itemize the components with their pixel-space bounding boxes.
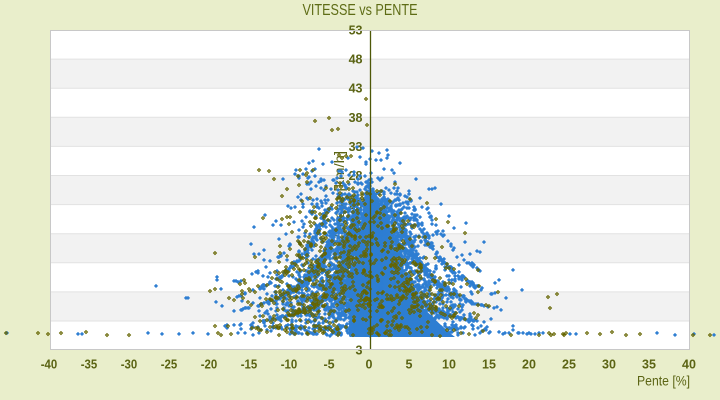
svg-text:0: 0 xyxy=(366,357,373,371)
svg-text:43: 43 xyxy=(349,82,363,96)
svg-text:VITESSE vs PENTE: VITESSE vs PENTE xyxy=(303,2,418,19)
svg-text:3: 3 xyxy=(356,344,363,358)
svg-text:Pente [%]: Pente [%] xyxy=(637,374,690,389)
svg-text:25: 25 xyxy=(562,357,576,371)
svg-text:-40: -40 xyxy=(41,357,58,371)
svg-text:30: 30 xyxy=(602,357,616,371)
svg-text:-5: -5 xyxy=(323,357,334,371)
svg-text:-25: -25 xyxy=(161,357,178,371)
svg-text:5: 5 xyxy=(406,357,413,371)
svg-text:20: 20 xyxy=(522,357,536,371)
svg-text:15: 15 xyxy=(482,357,496,371)
svg-text:38: 38 xyxy=(349,111,363,125)
svg-text:10: 10 xyxy=(442,357,456,371)
svg-text:-15: -15 xyxy=(241,357,258,371)
svg-text:-30: -30 xyxy=(121,357,138,371)
svg-text:-35: -35 xyxy=(81,357,98,371)
svg-text:48: 48 xyxy=(349,53,363,67)
svg-text:-10: -10 xyxy=(281,357,298,371)
svg-text:-20: -20 xyxy=(201,357,218,371)
svg-text:40: 40 xyxy=(682,357,696,371)
svg-text:35: 35 xyxy=(642,357,656,371)
